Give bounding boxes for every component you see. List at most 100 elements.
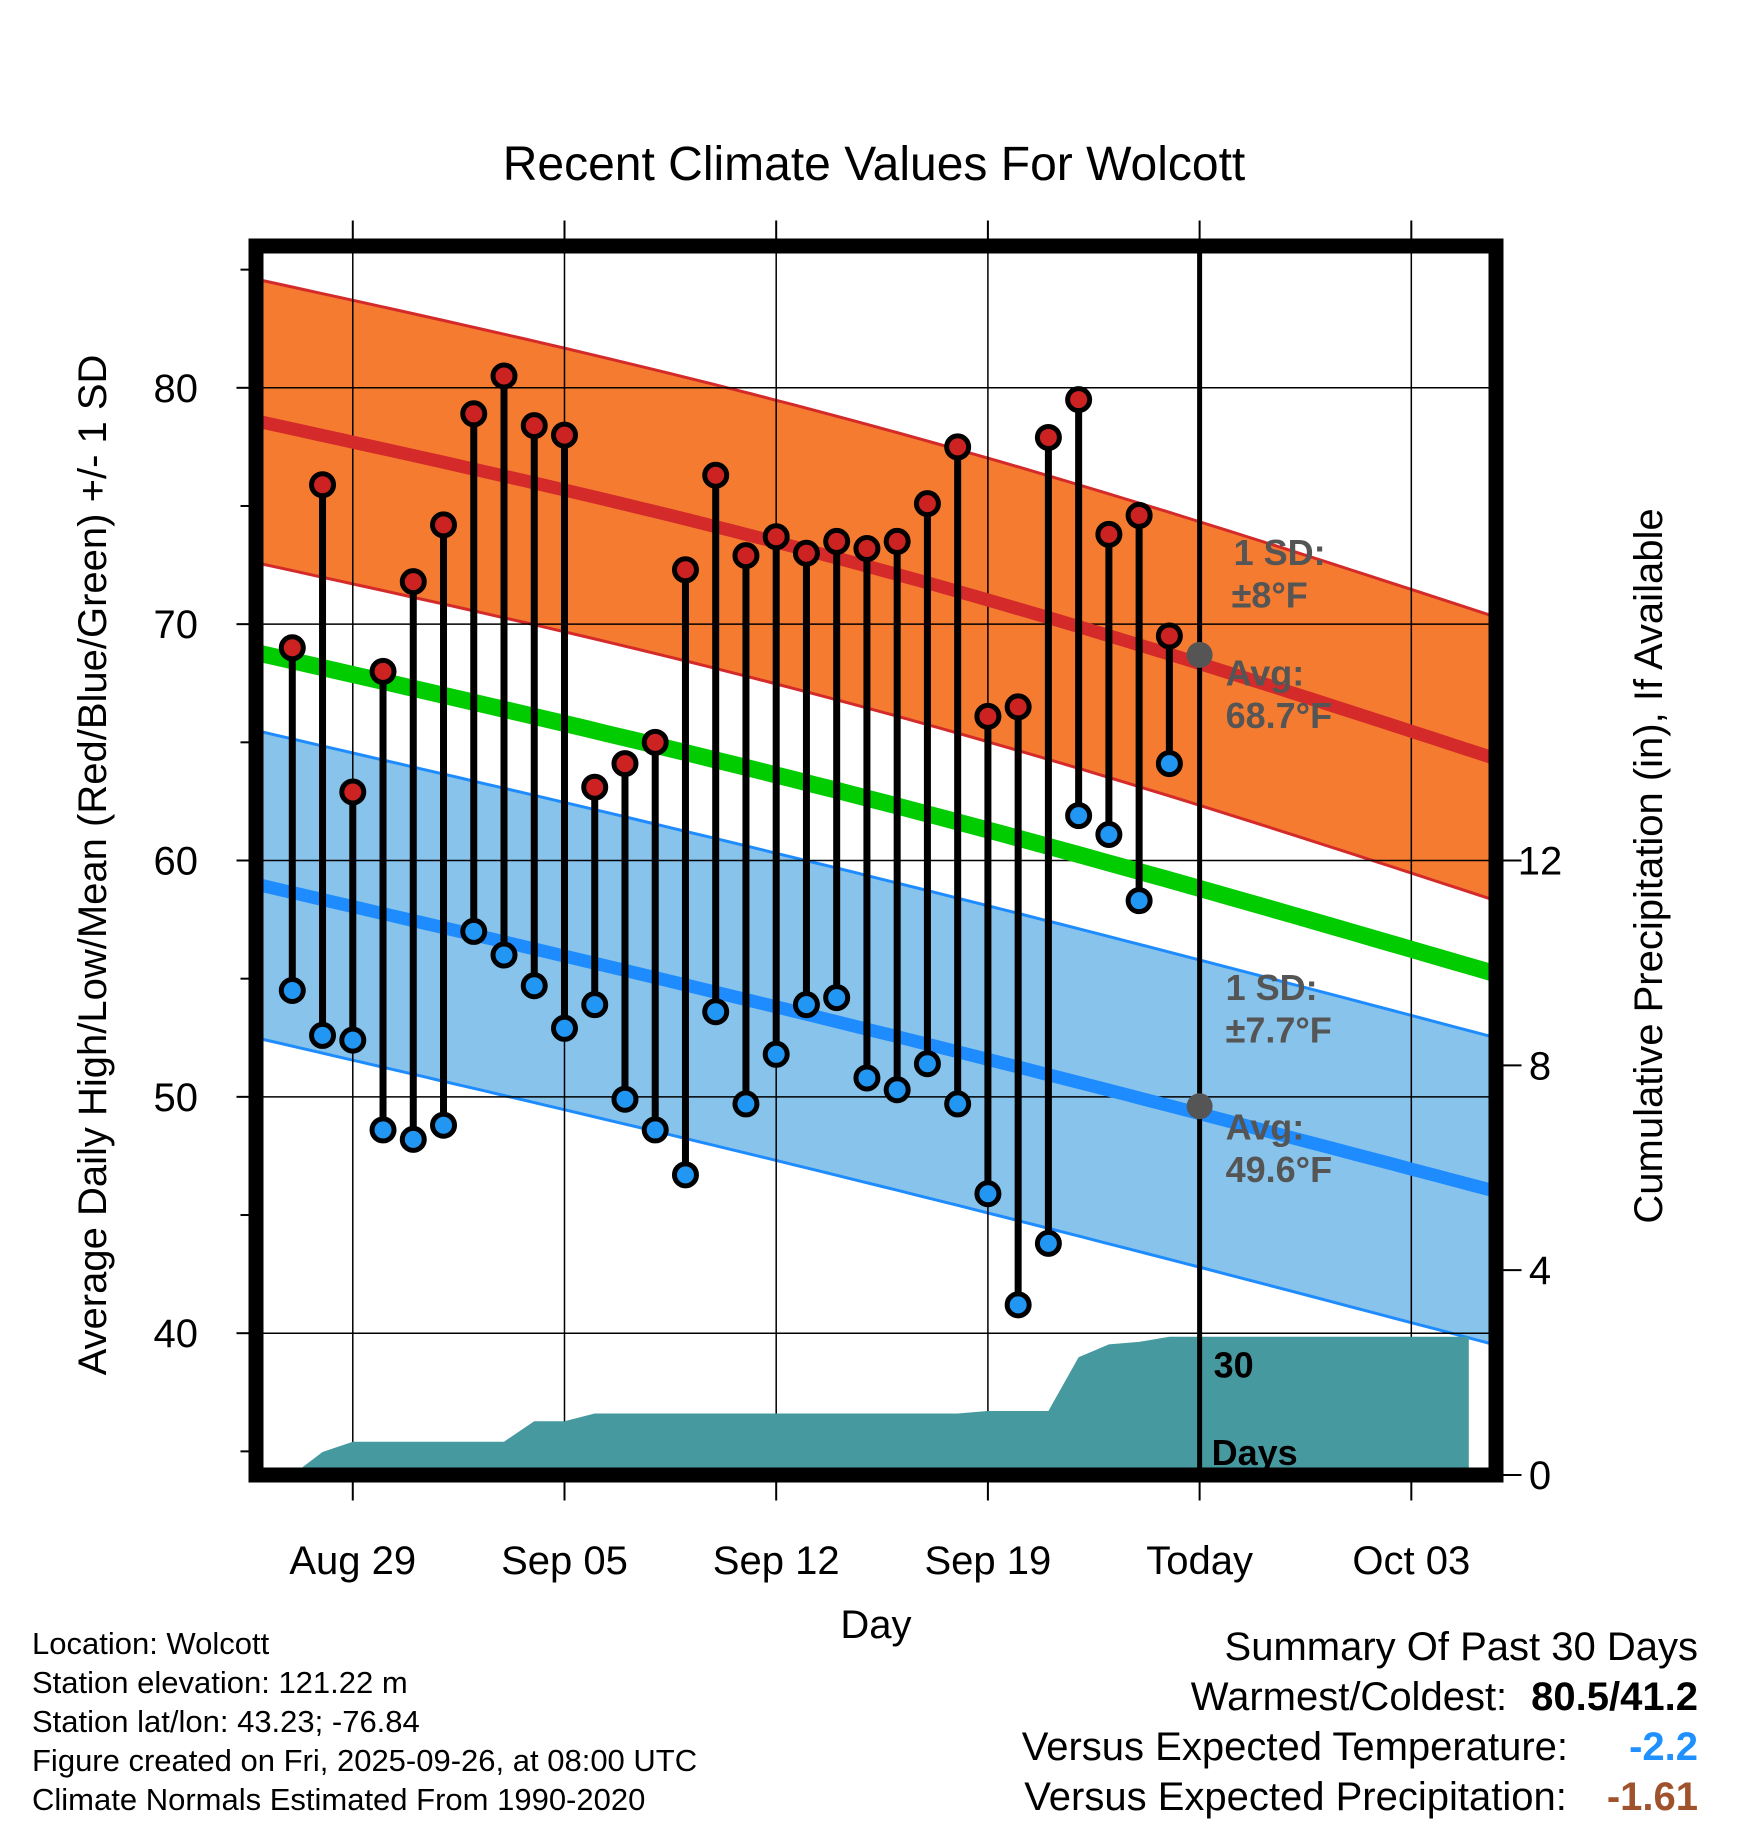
x-tick-label: Sep 19	[925, 1539, 1052, 1583]
daily-low-point	[399, 1125, 427, 1153]
daily-high-point	[762, 523, 790, 551]
daily-low-point	[974, 1180, 1002, 1208]
daily-high-point	[1004, 693, 1032, 721]
high-sd-value: ±8°F	[1232, 575, 1308, 616]
info-latlon: Station lat/lon: 43.23; -76.84	[32, 1704, 420, 1739]
daily-high-point	[944, 433, 972, 461]
daily-low-point	[671, 1161, 699, 1189]
temp-label: Versus Expected Temperature:	[1021, 1725, 1568, 1769]
daily-high-point	[1155, 622, 1183, 650]
daily-low-point	[490, 941, 518, 969]
daily-low-point	[611, 1085, 639, 1113]
y-tick-label: 40	[154, 1312, 199, 1356]
y2-tick-label: 0	[1529, 1454, 1551, 1498]
daily-low-point	[1095, 821, 1123, 849]
y2-tick-label: 4	[1529, 1249, 1551, 1293]
y-tick-label: 60	[154, 840, 199, 884]
daily-low-point	[641, 1116, 669, 1144]
daily-high-point	[702, 461, 730, 489]
x-tick-label: Sep 12	[713, 1539, 840, 1583]
summary-panel: Summary Of Past 30 Days Warmest/Coldest:…	[1022, 1622, 1698, 1822]
precip-label: Versus Expected Precipitation:	[1024, 1775, 1567, 1819]
daily-low-point	[520, 972, 548, 1000]
daily-high-point	[1095, 520, 1123, 548]
temp-value: -2.2	[1629, 1725, 1698, 1769]
daily-high-point	[792, 539, 820, 567]
daily-low-point	[913, 1050, 941, 1078]
low-avg-label: Avg:	[1226, 1106, 1305, 1147]
daily-high-point	[732, 542, 760, 570]
daily-low-point	[792, 991, 820, 1019]
daily-low-point	[1125, 887, 1153, 915]
y2-tick-label: 12	[1518, 840, 1563, 884]
daily-low-point	[550, 1014, 578, 1042]
daily-low-point	[1065, 802, 1093, 830]
y-tick-label: 50	[154, 1076, 199, 1120]
high-band-upper-edge	[256, 277, 1496, 619]
warm-cold-label: Warmest/Coldest:	[1190, 1675, 1508, 1719]
plot-frame	[248, 238, 1504, 1483]
daily-high-point	[611, 750, 639, 778]
precip-value: -1.61	[1606, 1775, 1698, 1819]
daily-high-point	[641, 728, 669, 756]
high-avg-label: Avg:	[1226, 653, 1305, 694]
daily-high-point	[430, 511, 458, 539]
info-created: Figure created on Fri, 2025-09-26, at 08…	[32, 1743, 698, 1778]
summary-precip: Versus Expected Precipitation: -1.61	[1022, 1772, 1698, 1822]
precip-area	[271, 1336, 1469, 1475]
daily-high-point	[883, 527, 911, 555]
y2-axis-label: Cumulative Precipitation (in), If Availa…	[1627, 508, 1671, 1223]
daily-low-point	[369, 1116, 397, 1144]
daily-low-point	[702, 998, 730, 1026]
low-band-upper-edge	[256, 729, 1496, 1040]
precip-days-label: Days	[1212, 1432, 1298, 1473]
y-tick-label: 70	[154, 603, 199, 647]
daily-high-point	[853, 535, 881, 563]
station-info: Location: Wolcott Station elevation: 121…	[32, 1624, 697, 1819]
daily-low-point	[1004, 1291, 1032, 1319]
daily-high-point	[1034, 423, 1062, 451]
daily-high-point	[278, 634, 306, 662]
daily-low-point	[1034, 1229, 1062, 1257]
daily-high-point	[1125, 501, 1153, 529]
normal-mean-line	[256, 644, 1496, 983]
daily-high-point	[823, 527, 851, 555]
daily-low-point	[1155, 750, 1183, 778]
daily-low-point	[944, 1090, 972, 1118]
y-axis-label: Average Daily High/Low/Mean (Red/Blue/Gr…	[71, 355, 115, 1376]
info-location: Location: Wolcott	[32, 1626, 270, 1661]
today-normal-high-marker	[1186, 641, 1213, 668]
low-band-lower-edge	[256, 1036, 1496, 1347]
daily-high-point	[913, 490, 941, 518]
daily-high-point	[490, 362, 518, 390]
x-axis-label: Day	[840, 1603, 911, 1647]
y2-tick-label: 8	[1529, 1044, 1551, 1088]
chart-title: Recent Climate Values For Wolcott	[503, 138, 1246, 191]
high-avg-value: 68.7°F	[1226, 695, 1332, 736]
daily-high-point	[309, 471, 337, 499]
today-normal-low-marker	[1186, 1093, 1213, 1120]
summary-warm-cold: Warmest/Coldest: 80.5/41.2	[1022, 1672, 1698, 1722]
daily-low-point	[762, 1040, 790, 1068]
daily-high-point	[1065, 386, 1093, 414]
normal-high-line	[256, 414, 1496, 766]
daily-low-point	[460, 917, 488, 945]
high-band-lower-edge	[256, 561, 1496, 903]
daily-high-point	[369, 657, 397, 685]
daily-low-point	[339, 1026, 367, 1054]
daily-high-point	[671, 556, 699, 584]
x-tick-label: Oct 03	[1352, 1539, 1470, 1583]
low-avg-value: 49.6°F	[1226, 1149, 1332, 1190]
warm-cold-value: 80.5/41.2	[1531, 1675, 1698, 1719]
daily-low-point	[732, 1090, 760, 1118]
summary-title: Summary Of Past 30 Days	[1224, 1625, 1698, 1669]
daily-low-point	[883, 1076, 911, 1104]
x-tick-label: Aug 29	[289, 1539, 416, 1583]
daily-low-point	[581, 991, 609, 1019]
daily-low-point	[309, 1021, 337, 1049]
low-sd-value: ±7.7°F	[1226, 1009, 1332, 1050]
info-elevation: Station elevation: 121.22 m	[32, 1665, 408, 1700]
daily-high-point	[460, 400, 488, 428]
daily-low-point	[430, 1111, 458, 1139]
